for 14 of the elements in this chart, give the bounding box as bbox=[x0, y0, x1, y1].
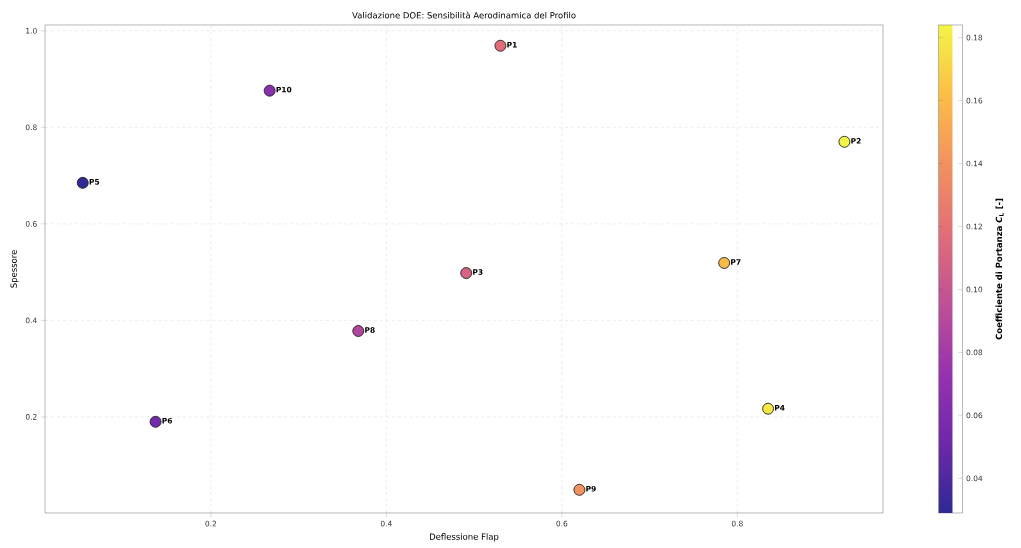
x-axis-title: Deflessione Flap bbox=[430, 533, 499, 542]
point bbox=[352, 325, 365, 337]
point bbox=[718, 257, 731, 269]
point bbox=[149, 415, 162, 428]
point bbox=[494, 39, 507, 52]
chart-title: Validazione DOE: Sensibilità Aerodinamica del Profilo bbox=[352, 11, 576, 19]
y-axis-title: Spessore bbox=[10, 250, 19, 288]
point bbox=[263, 84, 276, 97]
point bbox=[838, 135, 851, 148]
point bbox=[762, 402, 775, 415]
color-bar-title: Coefficiente di Portanza C$_{L}$ [-] bbox=[995, 198, 1004, 340]
point bbox=[460, 267, 473, 280]
point bbox=[573, 483, 586, 496]
point bbox=[76, 176, 89, 189]
